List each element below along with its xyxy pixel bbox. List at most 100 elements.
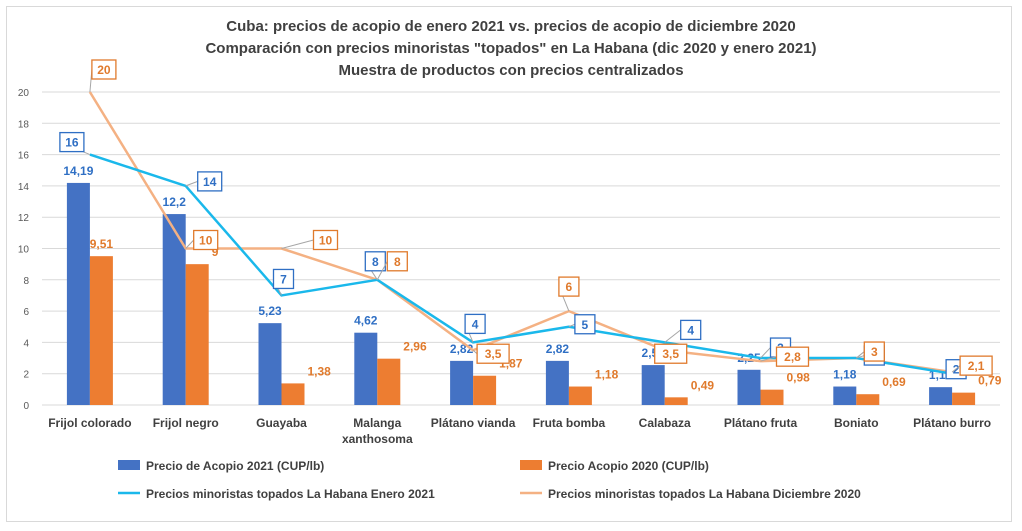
data-label-box [386,251,408,272]
leader-line [185,180,198,187]
leader-line [281,239,314,249]
legend-swatch [520,460,542,470]
line-data-label: 5 [582,318,589,332]
bar [641,365,665,405]
category-label: Frijol negro [153,416,219,430]
data-label-box [197,171,223,192]
y-tick-label: 8 [23,276,29,287]
bar [281,383,305,405]
y-tick-label: 18 [18,119,30,130]
bar [833,386,857,405]
bar [737,369,761,405]
bar-data-label: 9,51 [90,237,114,251]
y-tick-label: 12 [18,213,30,224]
category-label: Plátano fruta [724,416,798,430]
series-line [88,91,953,374]
chart-title-line: Muestra de productos con precios central… [338,62,683,79]
y-tick-label: 0 [23,401,29,412]
y-tick-label: 4 [23,338,29,349]
bar [162,214,186,405]
bar [664,397,688,405]
data-label-box [558,276,580,297]
category-label: Frijol colorado [48,416,131,430]
bar-data-label: 9 [212,245,219,259]
bar-data-label: 1,18 [833,368,857,382]
y-tick-label: 14 [18,182,30,193]
line-data-label: 10 [319,234,333,248]
line-data-label: 3 [871,345,878,359]
line-data-label: 4 [472,317,479,331]
data-label-box [364,251,386,272]
line-data-label: 2,1 [968,359,985,373]
bar [89,256,113,405]
bar-data-label: 2,82 [546,342,570,356]
bar [450,360,474,405]
y-tick-label: 6 [23,307,29,318]
data-label-box [775,346,810,367]
category-label: Calabaza [639,416,691,430]
leader-line [760,347,771,359]
bar-data-label: 14,19 [63,164,93,178]
bar-data-label: 0,98 [787,371,811,385]
leader-line [376,261,388,281]
leader-line [760,356,777,362]
leader-line [855,351,865,359]
bar [258,323,282,405]
bar [66,182,90,405]
bar [377,358,401,405]
y-tick-label: 10 [18,245,30,256]
line-data-label: 2,8 [784,350,801,364]
y-tick-label: 2 [23,370,29,381]
category-label: Fruta bomba [533,416,606,430]
bar-data-label: 5,23 [258,304,282,318]
bar [760,389,784,405]
bar-data-label: 0,49 [691,378,715,392]
data-label-box [959,355,993,376]
line-data-label: 6 [566,280,573,294]
line-data-label: 16 [65,136,79,150]
bar [952,392,976,405]
leader-line [568,323,576,328]
line-data-label: 3,5 [662,347,679,361]
bar [568,386,592,405]
category-label: Boniato [834,416,879,430]
line-data-label: 8 [372,255,379,269]
line-data-label: 10 [199,234,213,248]
category-label: xanthosoma [342,432,413,446]
data-label-box [59,131,85,153]
bar [354,332,378,405]
chart-title-line: Comparación con precios minoristas "topa… [205,40,816,57]
data-label-box [680,319,702,341]
leader-line [856,355,865,359]
data-label-box [91,59,117,80]
leader-line [664,329,682,343]
category-label: Malanga [353,416,401,430]
data-label-box [193,229,219,251]
line-data-label: 4 [687,323,694,337]
data-label-box [574,314,596,335]
line-data-label: 14 [203,175,217,189]
leader-line [951,365,961,373]
bar [545,360,569,405]
bar-data-label: 2,96 [403,340,427,354]
bar [473,375,497,405]
line-data-label: 7 [280,272,287,286]
data-label-box [654,343,688,364]
data-label-box [476,343,510,364]
category-label: Plátano burro [913,416,991,430]
line-data-label: 2 [953,363,960,377]
data-label-box [312,229,339,251]
category-label: Plátano vianda [431,416,516,430]
bar-data-label: 0,69 [882,375,906,389]
legend-label: Precios minoristas topados La Habana Dic… [548,487,861,501]
legend-label: Precios minoristas topados La Habana Ene… [146,487,435,501]
bar-data-label: 12,2 [163,195,187,209]
y-tick-label: 16 [18,151,30,162]
data-label-box [464,313,486,335]
line-data-label: 8 [394,255,401,269]
legend-label: Precio de Acopio 2021 (CUP/lb) [146,459,324,473]
legend-swatch [118,460,140,470]
bar [856,394,880,405]
line-data-label: 20 [97,63,111,77]
